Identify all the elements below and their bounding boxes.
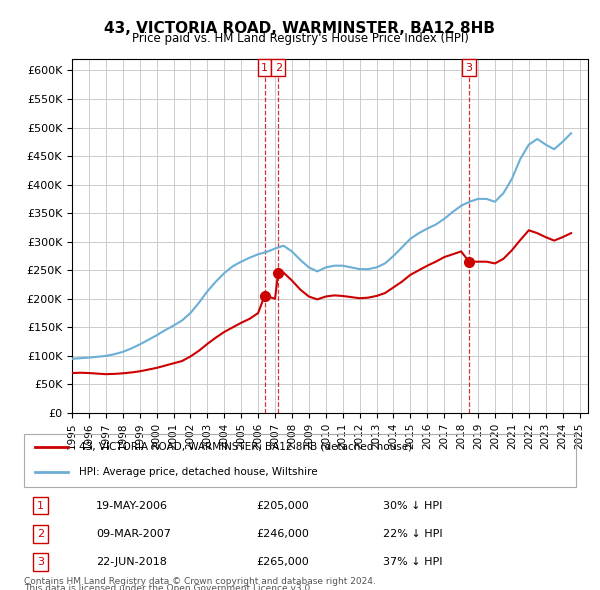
Text: 30% ↓ HPI: 30% ↓ HPI [383, 500, 442, 510]
Text: 43, VICTORIA ROAD, WARMINSTER, BA12 8HB (detached house): 43, VICTORIA ROAD, WARMINSTER, BA12 8HB … [79, 442, 412, 452]
Text: This data is licensed under the Open Government Licence v3.0.: This data is licensed under the Open Gov… [24, 584, 313, 590]
Text: 2: 2 [275, 63, 282, 73]
Text: HPI: Average price, detached house, Wiltshire: HPI: Average price, detached house, Wilt… [79, 467, 318, 477]
Text: £246,000: £246,000 [256, 529, 309, 539]
Text: 22-JUN-2018: 22-JUN-2018 [96, 557, 167, 567]
Text: 1: 1 [261, 63, 268, 73]
Text: 09-MAR-2007: 09-MAR-2007 [96, 529, 170, 539]
Text: 22% ↓ HPI: 22% ↓ HPI [383, 529, 442, 539]
Text: 19-MAY-2006: 19-MAY-2006 [96, 500, 168, 510]
Text: 3: 3 [466, 63, 473, 73]
Text: 1: 1 [37, 500, 44, 510]
Text: Price paid vs. HM Land Registry's House Price Index (HPI): Price paid vs. HM Land Registry's House … [131, 32, 469, 45]
Text: Contains HM Land Registry data © Crown copyright and database right 2024.: Contains HM Land Registry data © Crown c… [24, 577, 376, 586]
Text: 2: 2 [37, 529, 44, 539]
Text: 43, VICTORIA ROAD, WARMINSTER, BA12 8HB: 43, VICTORIA ROAD, WARMINSTER, BA12 8HB [104, 21, 496, 35]
Text: 37% ↓ HPI: 37% ↓ HPI [383, 557, 442, 567]
Text: 3: 3 [37, 557, 44, 567]
Text: £205,000: £205,000 [256, 500, 308, 510]
Text: £265,000: £265,000 [256, 557, 308, 567]
